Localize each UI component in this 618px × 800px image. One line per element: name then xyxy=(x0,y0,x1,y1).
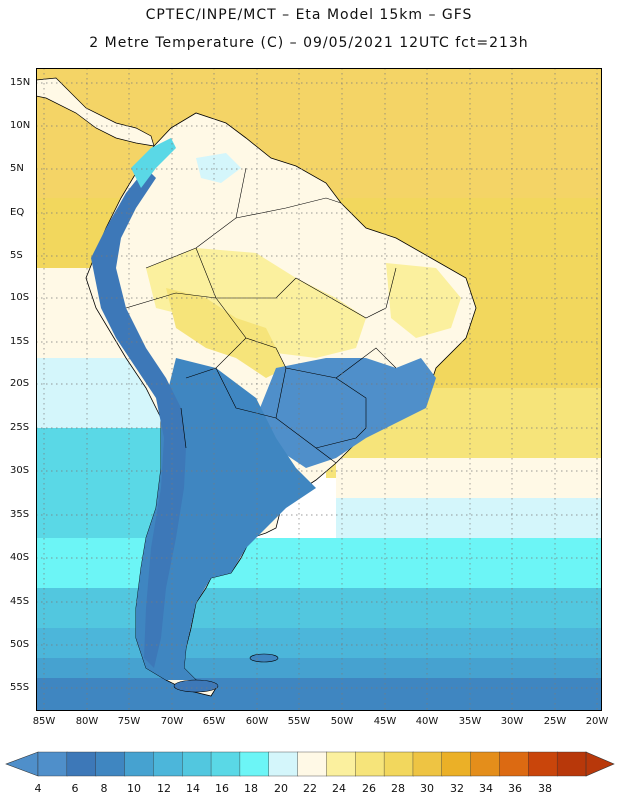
colorbar-cell xyxy=(95,751,126,777)
colorbar-cell xyxy=(297,751,328,777)
lon-label-75w: 75W xyxy=(117,716,141,727)
lon-label-85w: 85W xyxy=(32,716,56,727)
lat-label-25s: 25S xyxy=(10,422,30,433)
colorbar-cell xyxy=(499,751,530,777)
colorbar-cell xyxy=(556,751,587,777)
colorbar-label-6: 6 xyxy=(71,782,79,795)
colorbar-cell xyxy=(268,751,299,777)
andes-north-highlands xyxy=(131,138,176,188)
lat-label-15s: 15S xyxy=(10,336,30,347)
lon-label-40w: 40W xyxy=(415,716,439,727)
lon-label-60w: 60W xyxy=(245,716,269,727)
lat-label-5n: 5N xyxy=(10,163,24,174)
colorbar-label-4: 4 xyxy=(34,782,42,795)
colorbar-cell xyxy=(239,751,270,777)
colorbar-cell xyxy=(326,751,356,777)
colorbar-label-38: 38 xyxy=(538,782,552,795)
andes-cordillera xyxy=(91,168,186,668)
lat-label-15n: 15N xyxy=(10,77,31,88)
colorbar-cell xyxy=(441,751,472,777)
colorbar-cell xyxy=(66,751,97,777)
lat-label-55s: 55S xyxy=(10,682,30,693)
map-frame xyxy=(36,68,602,711)
lon-label-80w: 80W xyxy=(75,716,99,727)
land-region-central xyxy=(166,288,286,378)
colorbar-label-28: 28 xyxy=(391,782,405,795)
lon-label-50w: 50W xyxy=(330,716,354,727)
lon-label-45w: 45W xyxy=(373,716,397,727)
colorbar-cell xyxy=(355,751,385,777)
colorbar-cell xyxy=(528,751,558,777)
lon-label-30w: 30W xyxy=(500,716,524,727)
colorbar-label-18: 18 xyxy=(244,782,258,795)
colorbar-high-arrow xyxy=(585,751,615,777)
guiana-highlands xyxy=(196,153,241,183)
lon-label-35w: 35W xyxy=(458,716,482,727)
lon-label-25w: 25W xyxy=(543,716,567,727)
colorbar-label-26: 26 xyxy=(362,782,376,795)
colorbar-cell xyxy=(383,751,414,777)
colorbar-label-24: 24 xyxy=(332,782,346,795)
colorbar-label-12: 12 xyxy=(157,782,171,795)
lat-label-eq: EQ xyxy=(10,207,25,218)
colorbar-cell xyxy=(210,751,241,777)
colorbar-label-16: 16 xyxy=(215,782,229,795)
lat-label-20s: 20S xyxy=(10,378,30,389)
colorbar-cell xyxy=(182,751,212,777)
falkland-islands xyxy=(249,653,279,663)
colorbar-label-32: 32 xyxy=(450,782,464,795)
colorbar-label-14: 14 xyxy=(186,782,200,795)
lon-label-55w: 55W xyxy=(287,716,311,727)
colorbar-cells xyxy=(37,751,587,777)
colorbar-cell xyxy=(470,751,501,777)
land-region-northeast xyxy=(386,263,461,338)
lon-label-65w: 65W xyxy=(202,716,226,727)
colorbar-low-arrow xyxy=(5,751,39,777)
lat-label-10s: 10S xyxy=(10,292,30,303)
land-region-southeast xyxy=(256,358,436,468)
lat-label-50s: 50S xyxy=(10,639,30,650)
central-america xyxy=(36,77,155,147)
lat-label-45s: 45S xyxy=(10,596,30,607)
ocean-band-far-south xyxy=(36,678,602,711)
lon-label-70w: 70W xyxy=(160,716,184,727)
colorbar-cell xyxy=(124,751,155,777)
colorbar-label-36: 36 xyxy=(508,782,522,795)
colorbar-label-22: 22 xyxy=(303,782,317,795)
lat-label-10n: 10N xyxy=(10,120,31,131)
colorbar-label-8: 8 xyxy=(100,782,108,795)
lat-lon-grid xyxy=(36,68,602,711)
colorbar-cell xyxy=(37,751,68,777)
tierra-del-fuego xyxy=(173,679,219,693)
lat-label-40s: 40S xyxy=(10,552,30,563)
map-title: CPTEC/INPE/MCT – Eta Model 15km – GFS xyxy=(145,7,473,23)
lat-label-5s: 5S xyxy=(10,250,23,261)
colorbar-label-20: 20 xyxy=(274,782,288,795)
colorbar-cell xyxy=(153,751,183,777)
map-subtitle: 2 Metre Temperature (C) – 09/05/2021 12U… xyxy=(89,35,529,51)
colorbar-cell xyxy=(412,751,443,777)
lon-label-20w: 20W xyxy=(585,716,609,727)
colorbar-label-10: 10 xyxy=(127,782,141,795)
colorbar-label-30: 30 xyxy=(420,782,434,795)
temperature-colorbar xyxy=(5,751,615,777)
lat-label-30s: 30S xyxy=(10,465,30,476)
colorbar-label-34: 34 xyxy=(479,782,493,795)
temperature-map xyxy=(36,68,602,711)
lat-label-35s: 35S xyxy=(10,509,30,520)
land-region-amazon xyxy=(146,248,366,358)
